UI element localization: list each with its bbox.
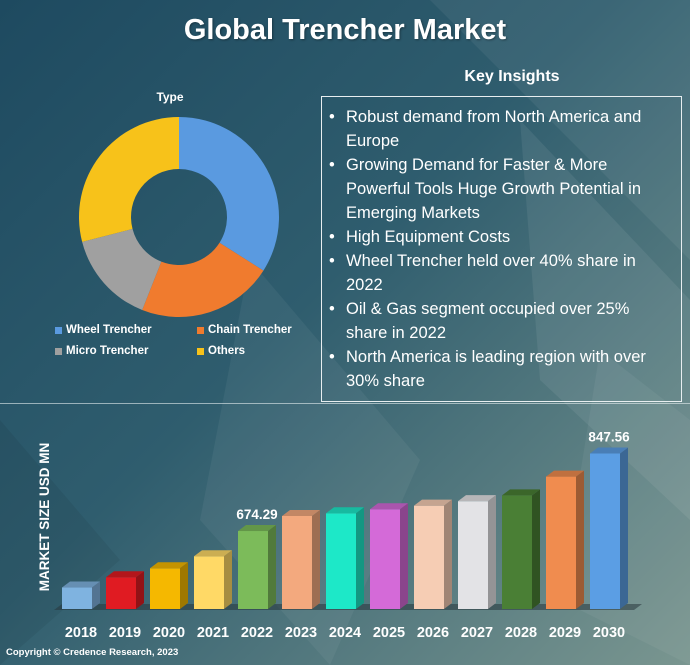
bar-side — [488, 495, 496, 609]
legend-label: Wheel Trencher — [66, 324, 152, 336]
legend-item-others: Others — [197, 345, 245, 357]
bar-2025 — [370, 503, 408, 609]
bar-top — [590, 447, 628, 454]
bar-top — [150, 562, 188, 569]
x-tick-label: 2019 — [109, 625, 141, 641]
legend-swatch — [197, 347, 204, 355]
bar-side — [532, 489, 540, 609]
bar-front — [282, 515, 312, 609]
bar-side — [224, 550, 232, 609]
bar-front — [62, 587, 92, 609]
legend-item-micro-trencher: Micro Trencher — [55, 345, 148, 357]
section-divider — [0, 403, 690, 404]
bar-2020 — [150, 562, 188, 609]
bar-front — [370, 509, 400, 609]
bar-side — [136, 571, 144, 609]
bar-front — [326, 513, 356, 609]
bar-front — [150, 568, 180, 609]
legend-label: Micro Trencher — [66, 345, 149, 357]
x-tick-label: 2020 — [153, 625, 185, 641]
bar-front — [414, 505, 444, 609]
donut-slice-chain-trencher — [142, 242, 264, 317]
data-label: 674.29 — [236, 507, 277, 522]
legend-label: Others — [208, 345, 246, 357]
insight-item: Growing Demand for Faster & More Powerfu… — [329, 153, 673, 225]
bar-top — [414, 499, 452, 506]
legend-item-chain-trencher: Chain Trencher — [197, 324, 292, 336]
bar-top — [282, 509, 320, 516]
bar-top — [326, 507, 364, 514]
bar-front — [238, 531, 268, 609]
bar-side — [356, 507, 364, 609]
x-tick-label: 2029 — [549, 625, 581, 641]
bar-top — [546, 470, 584, 477]
x-tick-label: 2021 — [197, 625, 229, 641]
legend-item-wheel-trencher: Wheel Trencher — [55, 324, 152, 336]
bar-side — [268, 525, 276, 609]
donut-slice-wheel-trencher — [179, 117, 279, 271]
bar-side — [620, 447, 628, 609]
bar-2028 — [502, 489, 540, 609]
donut-chart-title: Type — [156, 90, 184, 104]
bar-2023 — [282, 509, 320, 609]
bar-front — [590, 453, 620, 609]
data-label: 847.56 — [588, 430, 630, 445]
page-title: Global Trencher Market — [183, 14, 507, 46]
bar-side — [576, 470, 584, 609]
bar-2022 — [238, 525, 276, 609]
x-tick-label: 2024 — [329, 625, 361, 641]
bar-top — [194, 550, 232, 557]
x-tick-label: 2026 — [417, 625, 449, 641]
bar-2030 — [590, 447, 628, 609]
copyright-text: Copyright © Credence Research, 2023 — [6, 647, 179, 658]
key-insights-title: Key Insights — [464, 68, 560, 85]
bar-side — [312, 509, 320, 609]
bar-top — [370, 503, 408, 510]
insight-item: Robust demand from North America and Eur… — [329, 105, 673, 153]
bar-side — [444, 499, 452, 609]
bar-2026 — [414, 499, 452, 609]
bar-2024 — [326, 507, 364, 609]
key-insights-list: Robust demand from North America and Eur… — [322, 97, 681, 393]
bar-top — [458, 495, 496, 502]
bar-top — [238, 525, 276, 532]
x-tick-label: 2018 — [65, 625, 97, 641]
bar-2029 — [546, 470, 584, 609]
x-tick-label: 2030 — [593, 625, 625, 641]
bar-side — [180, 562, 188, 609]
x-tick-label: 2022 — [241, 625, 273, 641]
legend-swatch — [197, 326, 204, 334]
x-tick-label: 2025 — [373, 625, 405, 641]
x-tick-label: 2027 — [461, 625, 493, 641]
bar-side — [400, 503, 408, 609]
bar-front — [106, 577, 136, 609]
key-insights-box: Robust demand from North America and Eur… — [321, 96, 682, 402]
bar-side — [92, 581, 100, 609]
bar-2019 — [106, 571, 144, 609]
bar-top — [62, 581, 100, 588]
y-axis-label: MARKET SIZE USD MN — [37, 443, 52, 592]
bar-top — [502, 489, 540, 496]
bar-front — [194, 556, 224, 609]
insight-item: North America is leading region with ove… — [329, 345, 673, 393]
bar-top — [106, 571, 144, 578]
x-tick-label: 2023 — [285, 625, 317, 641]
insight-item: Wheel Trencher held over 40% share in 20… — [329, 249, 673, 297]
bar-2021 — [194, 550, 232, 609]
bar-front — [546, 476, 576, 609]
donut-slice-micro-trencher — [82, 228, 162, 310]
insight-item: Oil & Gas segment occupied over 25% shar… — [329, 297, 673, 345]
x-tick-label: 2028 — [505, 625, 537, 641]
bar-front — [502, 495, 532, 609]
legend-swatch — [55, 326, 62, 334]
bar-2018 — [62, 581, 100, 609]
bar-chart: MARKET SIZE USD MN 2018 2019 2020 2021 2022 67… — [37, 430, 642, 641]
bar-2027 — [458, 495, 496, 609]
donut-chart — [79, 117, 279, 317]
legend-swatch — [55, 347, 62, 355]
bar-front — [458, 501, 488, 609]
legend-label: Chain Trencher — [208, 324, 292, 336]
donut-slice-others — [79, 117, 179, 242]
insight-item: High Equipment Costs — [329, 225, 673, 249]
